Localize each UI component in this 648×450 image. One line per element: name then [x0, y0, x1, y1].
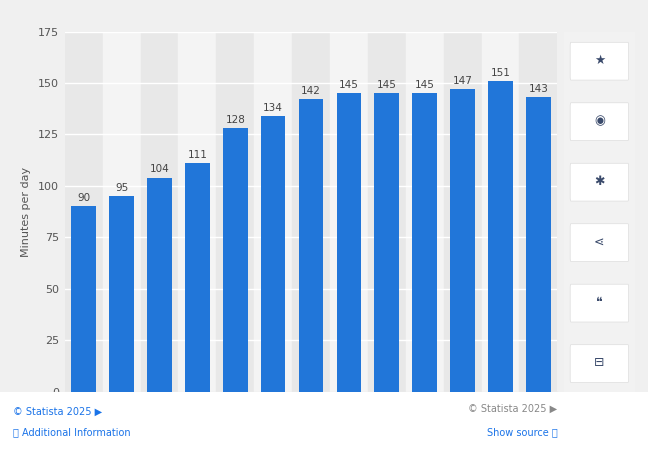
Text: 142: 142: [301, 86, 321, 96]
Bar: [216, 32, 254, 392]
Text: Show source ⓘ: Show source ⓘ: [487, 428, 557, 437]
Text: 134: 134: [263, 103, 283, 113]
Bar: [520, 32, 557, 392]
Text: 145: 145: [415, 80, 435, 90]
Bar: [65, 32, 102, 392]
Text: ⊟: ⊟: [594, 356, 605, 369]
Bar: [368, 32, 406, 392]
Text: 145: 145: [339, 80, 359, 90]
Bar: [299, 99, 323, 392]
Bar: [375, 93, 399, 392]
Bar: [444, 32, 481, 392]
Bar: [330, 32, 368, 392]
Bar: [185, 163, 210, 392]
Text: ★: ★: [594, 54, 605, 67]
Text: 95: 95: [115, 183, 128, 193]
Bar: [488, 81, 513, 392]
Text: 111: 111: [187, 150, 207, 160]
Text: ✱: ✱: [594, 175, 605, 188]
Text: 128: 128: [226, 115, 245, 125]
Text: © Statista 2025 ▶: © Statista 2025 ▶: [13, 407, 102, 417]
Bar: [526, 97, 551, 392]
Bar: [406, 32, 444, 392]
Bar: [147, 178, 172, 392]
FancyBboxPatch shape: [570, 284, 629, 322]
FancyBboxPatch shape: [570, 103, 629, 140]
Bar: [336, 93, 361, 392]
Text: ⓘ Additional Information: ⓘ Additional Information: [13, 428, 131, 437]
Text: ⋖: ⋖: [594, 235, 605, 248]
Bar: [450, 89, 475, 392]
Bar: [254, 32, 292, 392]
Bar: [102, 32, 141, 392]
Text: 145: 145: [377, 80, 397, 90]
FancyBboxPatch shape: [570, 224, 629, 261]
Bar: [110, 196, 134, 392]
Bar: [481, 32, 520, 392]
Text: © Statista 2025 ▶: © Statista 2025 ▶: [468, 404, 557, 414]
Bar: [71, 207, 96, 392]
Bar: [261, 116, 286, 392]
Text: 151: 151: [491, 68, 511, 78]
Text: ◉: ◉: [594, 114, 605, 127]
FancyBboxPatch shape: [570, 42, 629, 80]
Text: ❝: ❝: [596, 296, 603, 309]
Text: 143: 143: [528, 84, 548, 94]
FancyBboxPatch shape: [570, 345, 629, 382]
Bar: [178, 32, 216, 392]
Text: 147: 147: [453, 76, 472, 86]
Y-axis label: Minutes per day: Minutes per day: [21, 166, 31, 256]
Bar: [292, 32, 330, 392]
Bar: [223, 128, 248, 392]
Text: 90: 90: [77, 193, 90, 203]
Text: 104: 104: [150, 164, 169, 175]
Bar: [412, 93, 437, 392]
FancyBboxPatch shape: [570, 163, 629, 201]
Bar: [141, 32, 178, 392]
